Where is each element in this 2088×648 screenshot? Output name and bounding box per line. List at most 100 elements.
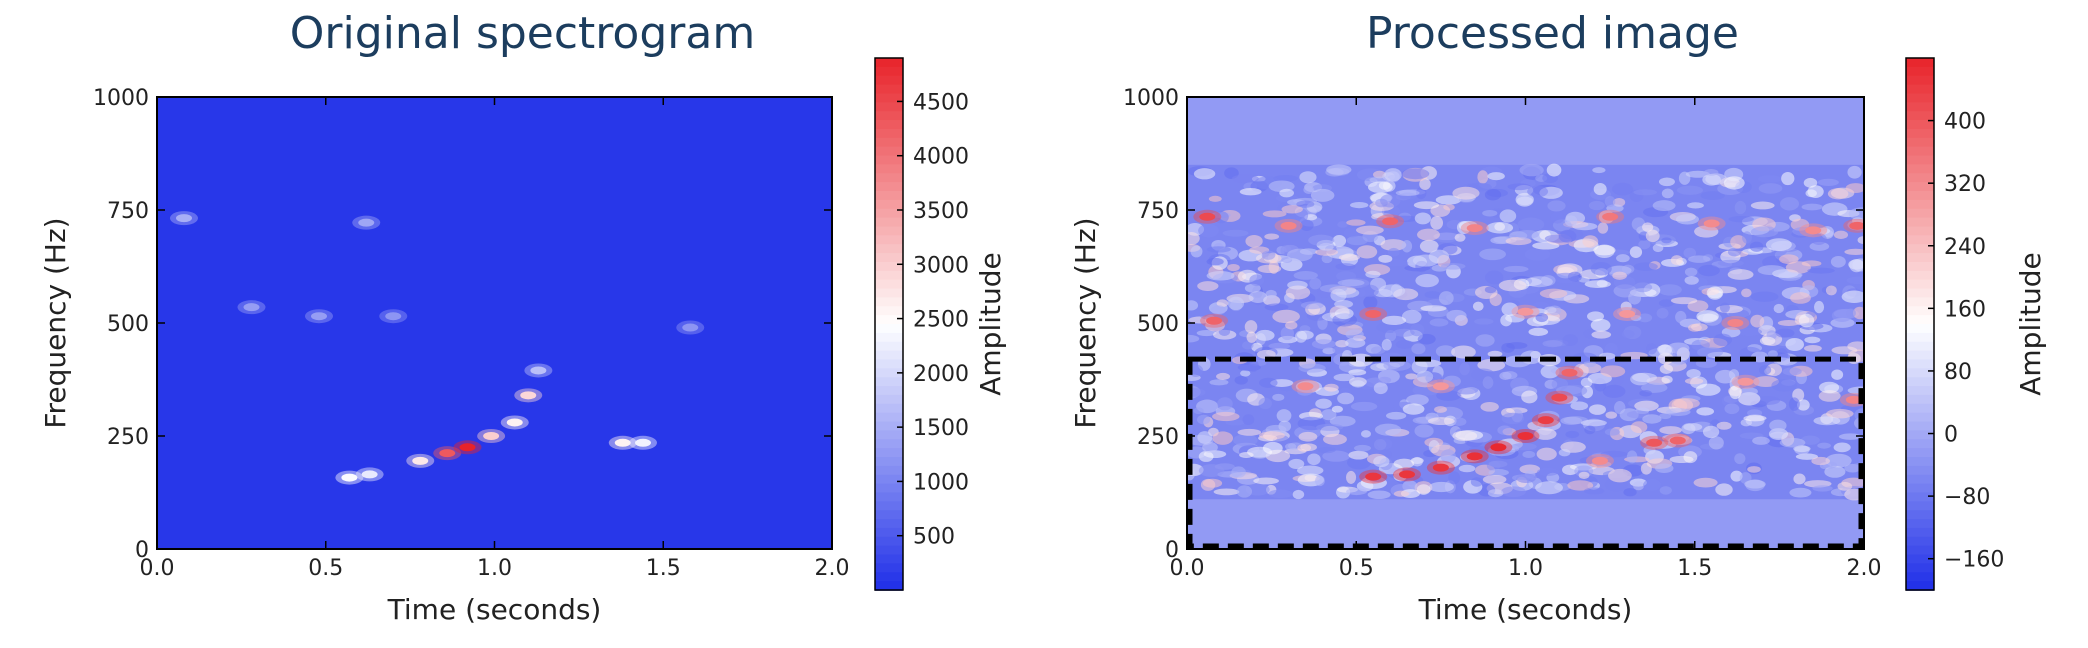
heatmap-cell (1420, 305, 1447, 312)
heatmap-cell (1427, 417, 1455, 425)
x-tick-label: 0.0 (1170, 556, 1205, 581)
heatmap-cell (1411, 456, 1423, 467)
heatmap-cell (1684, 377, 1704, 385)
colorbar-segment (1906, 182, 1934, 192)
heatmap-cell (1503, 265, 1529, 273)
heatmap-cell (1779, 437, 1806, 448)
heatmap-cell (1405, 373, 1418, 380)
heatmap-cell (1248, 291, 1268, 303)
heatmap-cell (1480, 401, 1499, 412)
heatmap-cell (1658, 177, 1675, 187)
heatmap-hotspot (1727, 319, 1744, 327)
colorbar-segment (1906, 306, 1934, 316)
heatmap-cell (1373, 382, 1388, 395)
heatmap-cell (1602, 384, 1626, 398)
heatmap-cell (1435, 345, 1456, 358)
heatmap-cell (1202, 478, 1223, 488)
colorbar-segment (1906, 244, 1934, 254)
heatmap-cell (1516, 196, 1533, 206)
colorbar-tick-label: 80 (1944, 360, 1972, 385)
heatmap-cell (1206, 246, 1231, 253)
heatmap-cell (1646, 343, 1658, 355)
heatmap-cell (1580, 419, 1607, 427)
heatmap-cell (1497, 425, 1513, 435)
x-tick-label: 2.0 (1847, 556, 1882, 581)
colorbar-label: Amplitude (2014, 252, 2047, 396)
heatmap-cell (1472, 301, 1484, 311)
heatmap-cell (1684, 267, 1698, 277)
heatmap-cell (1499, 209, 1517, 223)
heatmap-cell (1268, 342, 1290, 350)
heatmap-cell (1360, 284, 1379, 298)
heatmap-cell (1534, 428, 1557, 440)
heatmap-cell (1705, 173, 1727, 185)
heatmap-cell (1453, 385, 1479, 395)
heatmap-cell (1501, 342, 1515, 353)
colorbar-segment (1906, 332, 1934, 343)
heatmap-cell (1642, 222, 1654, 232)
heatmap-cell (1367, 490, 1391, 500)
heatmap-cell (1688, 255, 1711, 263)
heatmap-cell (1383, 360, 1411, 371)
heatmap-cell (1687, 202, 1704, 209)
heatmap-cell (1727, 247, 1742, 257)
heatmap-hotspot (385, 312, 402, 321)
heatmap-cell (1750, 291, 1779, 302)
heatmap-hotspot (439, 449, 456, 458)
heatmap-cell (1501, 412, 1525, 425)
heatmap-cell (1285, 443, 1297, 451)
heatmap-cell (1564, 215, 1578, 227)
colorbar-segment (1906, 501, 1934, 511)
heatmap-hotspot (1399, 470, 1416, 479)
heatmap-cell (1570, 401, 1589, 411)
heatmap-cell (1750, 201, 1775, 210)
heatmap-cell (1696, 310, 1719, 323)
heatmap-cell (1719, 302, 1730, 313)
colorbar-segment (875, 527, 903, 538)
colorbar-segment (1906, 146, 1934, 157)
heatmap-cell (1817, 442, 1831, 449)
heatmap-cell (1285, 285, 1311, 300)
heatmap-cell (1600, 450, 1628, 458)
heatmap-cell (1729, 385, 1742, 400)
heatmap-cell (1813, 300, 1825, 314)
heatmap-cell (1857, 236, 1864, 245)
heatmap-hotspot (506, 418, 523, 427)
colorbar-tick-label: 1500 (913, 416, 969, 441)
heatmap-cell (1222, 229, 1249, 237)
colorbar-segment (875, 448, 903, 458)
heatmap-cell (1482, 474, 1507, 485)
heatmap-cell (1337, 279, 1365, 287)
heatmap-cell (1505, 237, 1532, 246)
heatmap-cell (1773, 303, 1784, 314)
x-axis-label: Time (seconds) (387, 593, 602, 626)
heatmap-cell (1769, 431, 1788, 439)
y-tick-label: 500 (107, 312, 149, 337)
colorbar-segment (1906, 297, 1934, 308)
colorbar-tick-label: 400 (1944, 110, 1986, 135)
colorbar-segment (1906, 270, 1934, 281)
heatmap-cell (1234, 375, 1248, 385)
heatmap-hotspot (1591, 456, 1608, 465)
heatmap-cell (1486, 222, 1514, 234)
colorbar-tick-label: −160 (1944, 548, 2004, 573)
colorbar-segment (1906, 217, 1934, 228)
colorbar-segment (1906, 465, 1934, 476)
heatmap-cell (1373, 455, 1390, 468)
colorbar-segment (875, 421, 903, 432)
heatmap-cell (1239, 451, 1254, 459)
heatmap-cell (1406, 394, 1429, 406)
heatmap-cell (1535, 481, 1563, 495)
heatmap-cell (1524, 247, 1551, 261)
heatmap-cell (1800, 435, 1820, 445)
heatmap-cell (1846, 276, 1864, 285)
heatmap-cell (1667, 342, 1690, 354)
colorbar-segment (1906, 474, 1934, 485)
heatmap-cell (1700, 191, 1725, 200)
heatmap-cell (1696, 407, 1715, 416)
heatmap-cell (1604, 428, 1621, 436)
heatmap-cell (1657, 284, 1682, 296)
heatmap-cell (1552, 272, 1580, 284)
heatmap-cell (1346, 488, 1367, 496)
heatmap-cell (1777, 320, 1800, 327)
